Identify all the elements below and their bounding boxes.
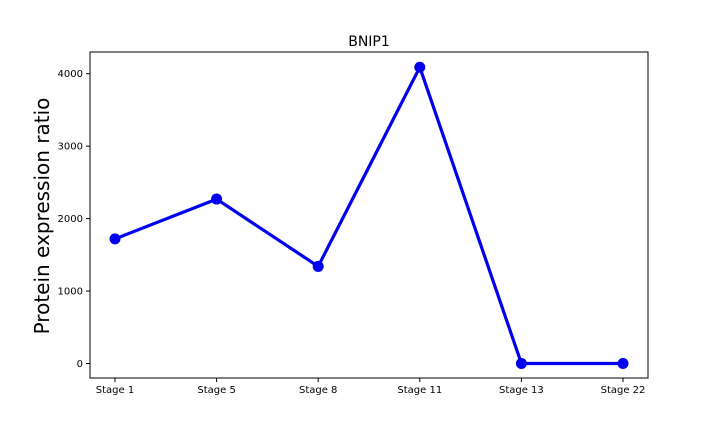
x-tick-label: Stage 13 <box>499 385 544 396</box>
data-point <box>312 260 324 272</box>
y-axis-ticks: 0 1000 2000 3000 4000 <box>58 69 90 370</box>
x-tick-label: Stage 1 <box>96 385 134 396</box>
chart-title: BNIP1 <box>348 34 390 50</box>
x-tick-label: Stage 5 <box>197 385 235 396</box>
y-tick-label: 2000 <box>58 214 83 225</box>
x-axis-ticks: Stage 1 Stage 5 Stage 8 Stage 11 Stage 13 Sta… <box>96 378 646 396</box>
data-point <box>109 233 121 245</box>
y-tick-label: 0 <box>77 359 83 370</box>
data-point <box>515 358 527 370</box>
x-tick-label: Stage 22 <box>601 385 646 396</box>
y-axis-title: Protein expression ratio <box>30 98 54 335</box>
y-tick-label: 1000 <box>58 287 83 298</box>
y-tick-label: 3000 <box>58 142 83 153</box>
x-tick-label: Stage 8 <box>299 385 337 396</box>
data-point <box>414 61 426 73</box>
series-layer <box>109 61 629 370</box>
x-tick-label: Stage 11 <box>397 385 442 396</box>
data-point <box>211 193 223 205</box>
y-tick-label: 4000 <box>58 69 83 80</box>
series-line <box>114 65 623 366</box>
data-point <box>617 358 629 370</box>
plot-area-frame <box>89 51 649 379</box>
